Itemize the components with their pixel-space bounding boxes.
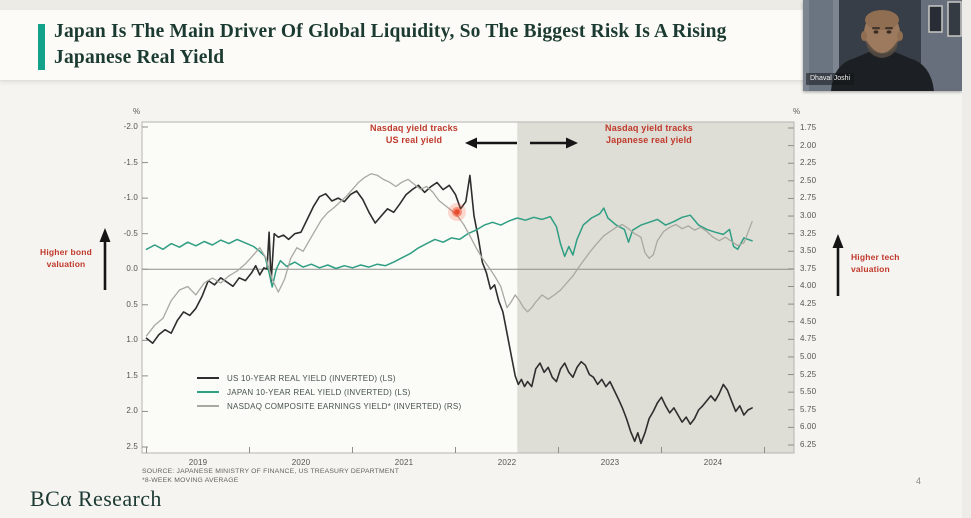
slide-title-line1: Japan Is The Main Driver Of Global Liqui… (54, 21, 727, 42)
right-axis-tick-label: 5.50 (800, 387, 817, 397)
annotation-nasdaq-tracks-japan: Nasdaq yield tracks Japanese real yield (590, 123, 708, 146)
legend-label: US 10-YEAR REAL YIELD (INVERTED) (LS) (227, 373, 396, 383)
right-axis-tick-label: 2.50 (800, 175, 817, 185)
x-axis-year-label: 2019 (188, 458, 208, 467)
right-edge-strip (962, 0, 971, 518)
legend-swatch (197, 405, 219, 407)
x-axis-year-label: 2022 (497, 458, 517, 467)
top-strip (0, 0, 971, 10)
annotation-line: valuation (851, 263, 890, 274)
right-axis-tick-label: 4.25 (800, 299, 817, 309)
x-axis-year-label: 2023 (600, 458, 620, 467)
slide-title-line2: Japanese Real Yield (54, 47, 225, 68)
left-axis-tick-label: 2.5 (126, 441, 138, 451)
x-axis-year-label: 2024 (703, 458, 723, 467)
legend-label: JAPAN 10-YEAR REAL YIELD (INVERTED) (LS) (227, 387, 411, 397)
annotation-line: Nasdaq yield tracks (370, 123, 458, 133)
right-axis-tick-label: 5.25 (800, 369, 817, 379)
presenter-video-tile[interactable]: Dhaval Joshi (803, 0, 962, 91)
right-axis-tick-label: 5.75 (800, 404, 817, 414)
presenter-body (831, 52, 934, 91)
annotation-line: Higher tech (851, 252, 900, 262)
up-arrow-right-icon-head (832, 234, 844, 248)
presenter-name-badge: Dhaval Joshi (806, 73, 855, 85)
presenter-beard (866, 40, 898, 58)
annotation-line: Japanese real yield (606, 134, 692, 145)
left-axis-tick-label: 1.0 (126, 335, 138, 345)
source-line1: SOURCE: JAPANESE MINISTRY OF FINANCE, US… (142, 468, 400, 475)
source-line2: *8-WEEK MOVING AVERAGE (142, 477, 239, 484)
right-axis-tick-label: 4.50 (800, 316, 817, 326)
annotation-nasdaq-tracks-us: Nasdaq yield tracks US real yield (364, 123, 464, 146)
right-axis-tick-label: 2.00 (800, 140, 817, 150)
right-axis-tick-label: 2.75 (800, 193, 817, 203)
legend-item: JAPAN 10-YEAR REAL YIELD (INVERTED) (LS) (197, 385, 461, 399)
laser-pointer-glow (448, 203, 466, 221)
arrow-left-icon-head (465, 137, 477, 149)
right-axis-tick-label: 4.75 (800, 334, 817, 344)
higher-bond-valuation-note: Higher bond valuation (30, 247, 102, 270)
page-number: 4 (916, 476, 922, 486)
right-axis-tick-label: 3.75 (800, 263, 817, 273)
laser-pointer-ring (452, 207, 462, 217)
legend-swatch (197, 377, 219, 379)
right-axis-tick-label: 6.25 (800, 439, 817, 449)
chart-legend: US 10-YEAR REAL YIELD (INVERTED) (LS) JAP… (197, 371, 461, 413)
annotation-line: US real yield (385, 134, 443, 145)
legend-label: NASDAQ COMPOSITE EARNINGS YIELD* (INVERT… (227, 401, 462, 411)
left-axis-tick-label: 0.5 (126, 299, 138, 309)
left-axis-tick-label: -0.5 (123, 228, 138, 238)
right-axis-tick-label: 5.00 (800, 351, 817, 361)
legend-item: US 10-YEAR REAL YIELD (INVERTED) (LS) (197, 371, 461, 385)
right-axis-tick-label: 3.00 (800, 211, 817, 221)
left-axis-tick-label: -1.5 (123, 157, 138, 167)
plot-shaded-region (517, 122, 794, 453)
right-axis-tick-label: 3.50 (800, 246, 817, 256)
right-axis-tick-label: 1.75 (800, 123, 817, 132)
right-axis-tick-label: 6.00 (800, 422, 817, 432)
slide-title: Japan Is The Main Driver Of Global Liqui… (54, 19, 727, 71)
legend-item: NASDAQ COMPOSITE EARNINGS YIELD* (INVERT… (197, 399, 461, 413)
right-axis-tick-label: 2.25 (800, 158, 817, 168)
right-axis-tick-label: 4.00 (800, 281, 817, 291)
left-axis-tick-label: -2.0 (123, 122, 138, 131)
x-axis-year-label: 2021 (394, 458, 414, 467)
right-axis-unit-label: % (793, 107, 801, 116)
arrow-right-icon-head (566, 137, 578, 149)
right-axis-tick-label: 3.25 (800, 228, 817, 238)
series-line-1 (145, 207, 753, 288)
bca-research-logo: BCα Research (30, 486, 162, 511)
x-axis-year-label: 2020 (291, 458, 311, 467)
higher-tech-valuation-note: Higher tech valuation (851, 252, 921, 275)
left-axis-tick-label: 0.0 (126, 264, 138, 274)
annotation-line: Higher bond (40, 247, 92, 257)
legend-swatch (197, 391, 219, 393)
title-accent-bar (38, 24, 45, 70)
laser-pointer-dot (454, 209, 460, 215)
series-line-2 (145, 173, 753, 337)
left-axis-tick-label: 2.0 (126, 406, 138, 416)
left-axis-unit-label: % (133, 107, 141, 116)
annotation-line: Nasdaq yield tracks (605, 123, 693, 133)
annotation-line: valuation (46, 258, 86, 269)
left-axis-tick-label: -1.0 (123, 193, 138, 203)
left-axis-tick-label: 1.5 (126, 370, 138, 380)
